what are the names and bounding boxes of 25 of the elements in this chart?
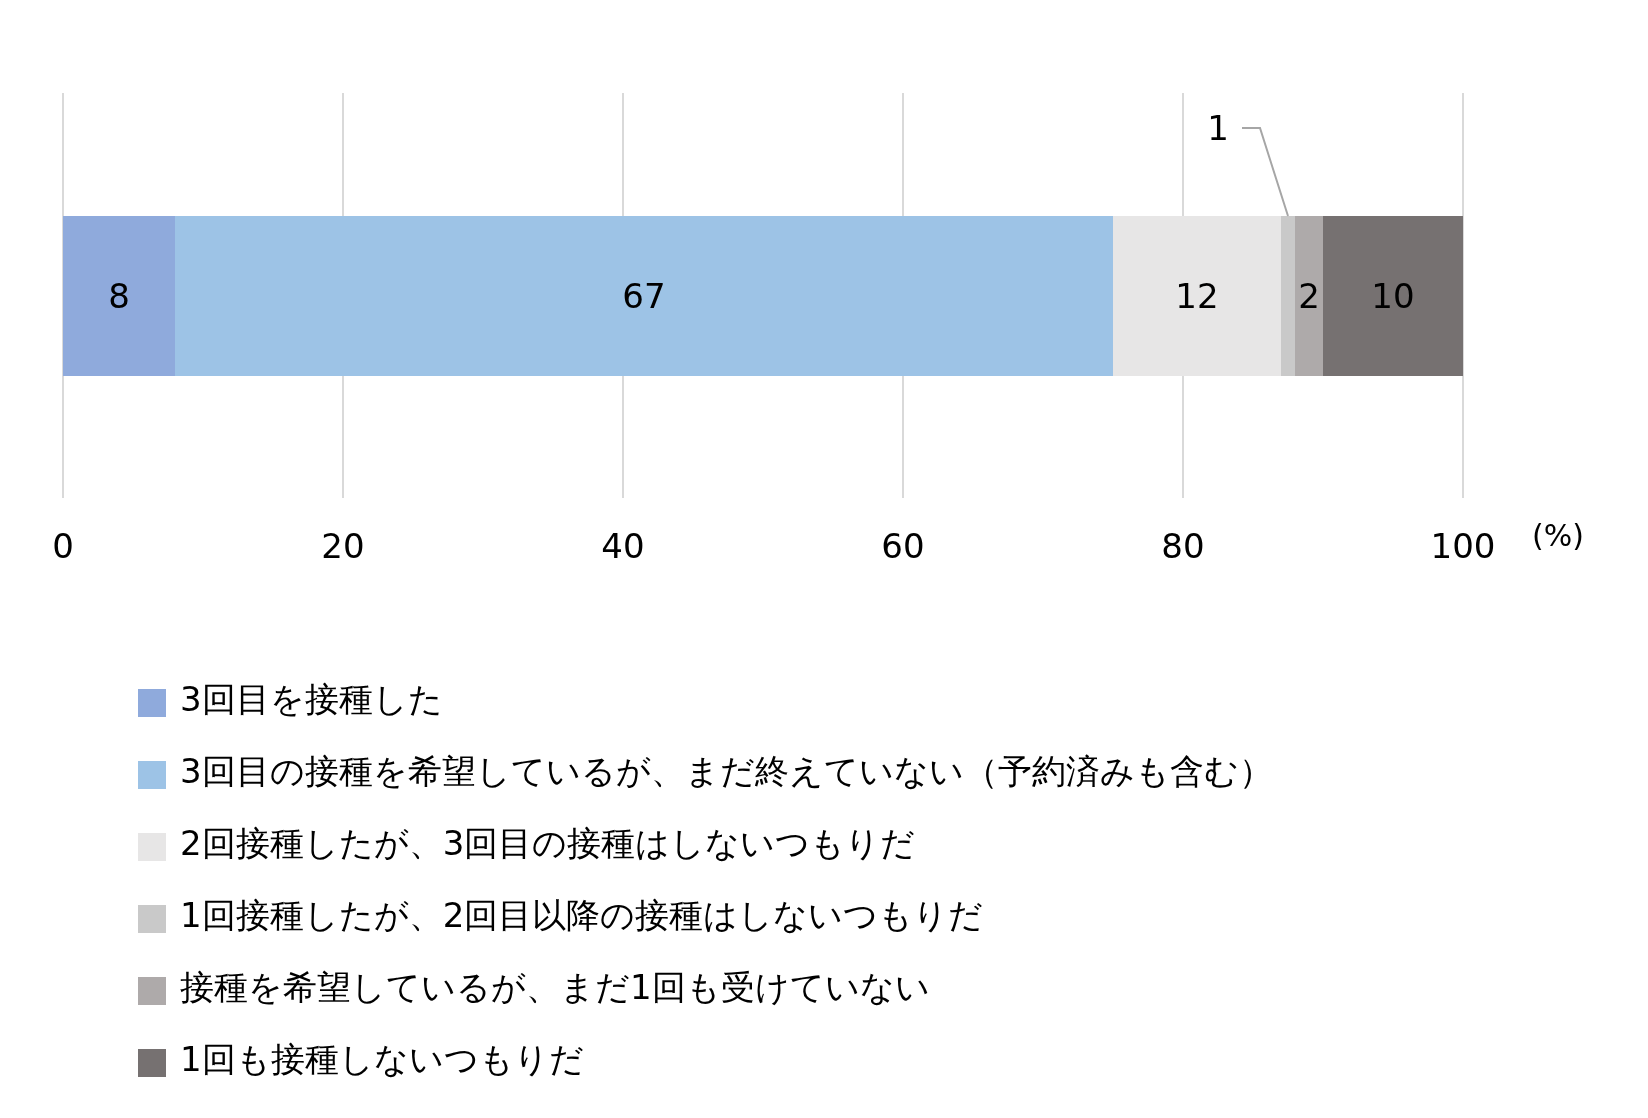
bar xyxy=(63,216,175,376)
legend-label: 接種を希望しているが、まだ1回も受けていない xyxy=(180,966,930,1008)
x-axis-title: (%) xyxy=(1532,518,1584,553)
x-tick-label: 40 xyxy=(601,526,645,567)
x-tick-label: 0 xyxy=(52,526,74,567)
x-tick-label: 80 xyxy=(1161,526,1205,567)
bar xyxy=(1281,216,1295,376)
data-label: 1 xyxy=(1207,108,1229,148)
x-tick-label: 60 xyxy=(881,526,925,567)
bar xyxy=(1295,216,1323,376)
bar xyxy=(1323,216,1463,376)
data-label: 67 xyxy=(622,276,666,316)
data-label: 2 xyxy=(1298,276,1320,316)
legend-label: 1回も接種しないつもりだ xyxy=(180,1038,584,1080)
legend-label: 3回目を接種した xyxy=(180,678,443,720)
data-label: 8 xyxy=(108,276,130,316)
bar xyxy=(1113,216,1281,376)
x-tick-label: 100 xyxy=(1430,526,1496,567)
legend-label: 2回接種したが、3回目の接種はしないつもりだ xyxy=(180,822,916,864)
legend-label: 1回接種したが、2回目以降の接種はしないつもりだ xyxy=(180,894,984,936)
bar xyxy=(175,216,1113,376)
data-label: 10 xyxy=(1371,276,1415,316)
legend-label: 3回目の接種を希望しているが、まだ終えていない（予約済みも含む） xyxy=(180,750,1273,792)
x-tick-label: 20 xyxy=(321,526,365,567)
data-label: 12 xyxy=(1175,276,1219,316)
